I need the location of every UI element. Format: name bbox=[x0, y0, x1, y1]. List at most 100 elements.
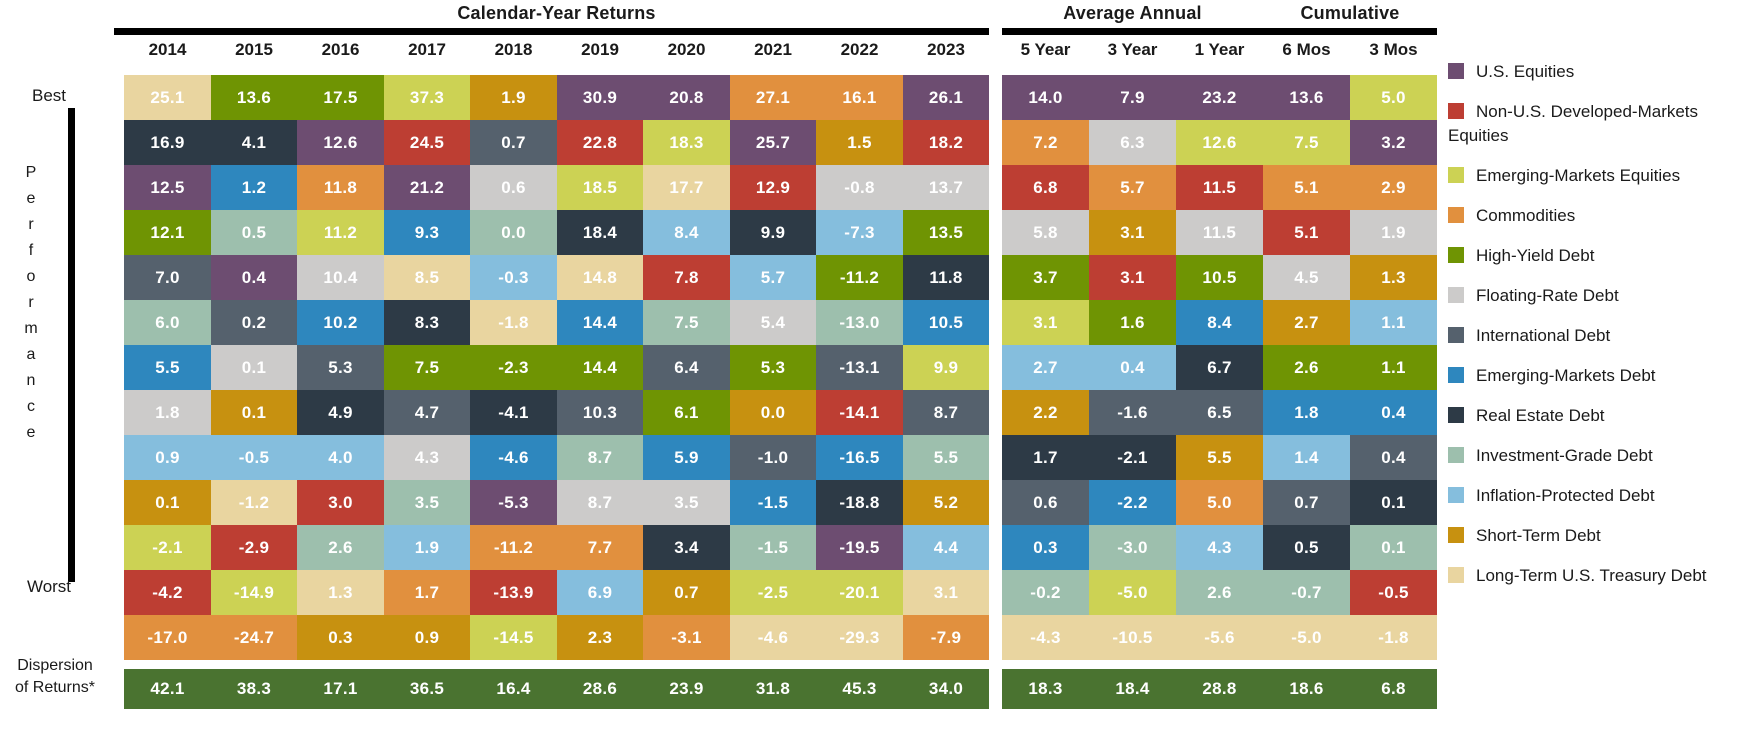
legend-item-commodities: Commodities bbox=[1448, 204, 1760, 228]
legend-swatch-em-equities bbox=[1448, 167, 1464, 183]
return-cell-2019-lt_treasury: 14.8 bbox=[557, 255, 643, 300]
return-cell-2019-inflation_protected: 6.9 bbox=[557, 570, 643, 615]
return-cell-2017-high_yield: 7.5 bbox=[384, 345, 470, 390]
return-cell-2014-floating_rate: 1.8 bbox=[124, 390, 211, 435]
return-cell-2016-non_us_equities: 3.0 bbox=[297, 480, 384, 525]
legend-label: Long-Term U.S. Treasury Debt bbox=[1476, 566, 1707, 585]
return-cell-5-year-em_equities: 3.1 bbox=[1002, 300, 1089, 345]
return-cell-2021-real_estate: 9.9 bbox=[730, 210, 816, 255]
return-cell-3-mos-high_yield: 1.1 bbox=[1350, 345, 1437, 390]
return-cell-3-year-floating_rate: 6.3 bbox=[1089, 120, 1176, 165]
return-cell-2016-investment_grade: 2.6 bbox=[297, 525, 384, 570]
column-header-2023: 2023 bbox=[927, 40, 965, 59]
return-cell-3-year-inflation_protected: 0.4 bbox=[1089, 345, 1176, 390]
return-cell-2015-em_debt: 1.2 bbox=[211, 165, 297, 210]
cumulative-title: Cumulative bbox=[1300, 3, 1400, 23]
return-cell-2016-inflation_protected: 4.0 bbox=[297, 435, 384, 480]
return-cell-6-mos-floating_rate: 4.5 bbox=[1263, 255, 1350, 300]
return-cell-5-year-lt_treasury: -4.3 bbox=[1002, 615, 1089, 660]
legend-label: Non-U.S. Developed-Markets Equities bbox=[1448, 102, 1699, 145]
average-annual-title: Average Annual bbox=[1063, 3, 1202, 23]
return-cell-3-mos-lt_treasury: -1.8 bbox=[1350, 615, 1437, 660]
return-cell-2017-em_equities: 37.3 bbox=[384, 75, 470, 120]
legend-swatch-non-us-equities bbox=[1448, 103, 1464, 119]
return-cell-2014-international: 7.0 bbox=[124, 255, 211, 300]
dispersion-cell-2021: 31.8 bbox=[730, 669, 816, 709]
return-cell-6-mos-non_us_equities: 5.1 bbox=[1263, 210, 1350, 255]
return-cell-2022-em_debt: -16.5 bbox=[816, 435, 903, 480]
column-header-6-mos: 6 Mos bbox=[1282, 40, 1331, 59]
worst-label: Worst bbox=[26, 577, 72, 596]
dispersion-label-line1: Dispersion bbox=[17, 657, 93, 674]
return-cell-2016-em_debt: 10.2 bbox=[297, 300, 384, 345]
return-cell-2023-em_equities: 9.9 bbox=[903, 345, 989, 390]
calendar-underline bbox=[114, 28, 989, 35]
return-cell-2018-commodities: -11.2 bbox=[470, 525, 557, 570]
dispersion-cell-3-mos: 6.8 bbox=[1350, 669, 1437, 709]
legend-swatch-international bbox=[1448, 327, 1464, 343]
return-cell-2017-real_estate: 8.3 bbox=[384, 300, 470, 345]
return-cell-2020-international: 6.4 bbox=[643, 345, 730, 390]
return-cell-2022-us_equities: -19.5 bbox=[816, 525, 903, 570]
legend-item-investment-grade: Investment-Grade Debt bbox=[1448, 444, 1760, 468]
legend: U.S. Equities Non-U.S. Developed-Markets … bbox=[1448, 60, 1760, 604]
return-cell-2020-commodities: -3.1 bbox=[643, 615, 730, 660]
return-cell-2020-lt_treasury: 17.7 bbox=[643, 165, 730, 210]
legend-item-us-equities: U.S. Equities bbox=[1448, 60, 1760, 84]
return-cell-2018-floating_rate: 0.6 bbox=[470, 165, 557, 210]
return-cell-3-mos-inflation_protected: 1.1 bbox=[1350, 300, 1437, 345]
return-cell-2022-floating_rate: -0.8 bbox=[816, 165, 903, 210]
legend-label: High-Yield Debt bbox=[1476, 246, 1595, 265]
return-cell-1-year-international: 6.5 bbox=[1176, 390, 1263, 435]
return-cell-2023-lt_treasury: 3.1 bbox=[903, 570, 989, 615]
return-cell-3-mos-real_estate: 0.1 bbox=[1350, 480, 1437, 525]
column-header-2014: 2014 bbox=[148, 40, 187, 59]
return-cell-2023-us_equities: 26.1 bbox=[903, 75, 989, 120]
column-header-3-mos: 3 Mos bbox=[1369, 40, 1418, 59]
return-cell-5-year-real_estate: 1.7 bbox=[1002, 435, 1089, 480]
return-cell-2021-non_us_equities: 12.9 bbox=[730, 165, 816, 210]
return-cell-6-mos-em_debt: 1.8 bbox=[1263, 390, 1350, 435]
legend-item-inflation-protected: Inflation-Protected Debt bbox=[1448, 484, 1760, 508]
return-cell-2015-floating_rate: 0.1 bbox=[211, 345, 297, 390]
legend-item-em-debt: Emerging-Markets Debt bbox=[1448, 364, 1760, 388]
legend-label: International Debt bbox=[1476, 326, 1611, 345]
return-cell-2017-investment_grade: 3.5 bbox=[384, 480, 470, 525]
performance-axis-bar bbox=[68, 108, 75, 582]
return-cell-2019-em_equities: 18.5 bbox=[557, 165, 643, 210]
return-cell-2014-real_estate: 16.9 bbox=[124, 120, 211, 165]
return-cell-2018-em_equities: -14.5 bbox=[470, 615, 557, 660]
legend-item-international: International Debt bbox=[1448, 324, 1760, 348]
return-cell-1-year-inflation_protected: 4.3 bbox=[1176, 525, 1263, 570]
return-cell-2021-inflation_protected: 5.7 bbox=[730, 255, 816, 300]
return-cell-2023-floating_rate: 13.7 bbox=[903, 165, 989, 210]
return-cell-2023-international: 8.7 bbox=[903, 390, 989, 435]
return-cell-3-year-high_yield: 1.6 bbox=[1089, 300, 1176, 345]
legend-label: Emerging-Markets Debt bbox=[1476, 366, 1656, 385]
return-cell-2022-inflation_protected: -7.3 bbox=[816, 210, 903, 255]
return-cell-2019-short_term: 2.3 bbox=[557, 615, 643, 660]
return-cell-2018-short_term: 1.9 bbox=[470, 75, 557, 120]
return-cell-2017-international: 4.7 bbox=[384, 390, 470, 435]
column-header-2021: 2021 bbox=[754, 40, 792, 59]
return-cell-6-mos-short_term: 2.7 bbox=[1263, 300, 1350, 345]
return-cell-2020-em_debt: 5.9 bbox=[643, 435, 730, 480]
return-cell-2020-floating_rate: 3.5 bbox=[643, 480, 730, 525]
return-cell-2015-inflation_protected: -0.5 bbox=[211, 435, 297, 480]
return-cell-3-mos-non_us_equities: -0.5 bbox=[1350, 570, 1437, 615]
return-cell-2017-us_equities: 21.2 bbox=[384, 165, 470, 210]
return-cell-1-year-non_us_equities: 11.5 bbox=[1176, 165, 1263, 210]
return-cell-2014-inflation_protected: 0.9 bbox=[124, 435, 211, 480]
column-header-3-year: 3 Year bbox=[1107, 40, 1158, 59]
return-cell-2016-short_term: 0.3 bbox=[297, 615, 384, 660]
return-cell-5-year-investment_grade: -0.2 bbox=[1002, 570, 1089, 615]
return-cell-3-year-investment_grade: -3.0 bbox=[1089, 525, 1176, 570]
legend-swatch-short-term bbox=[1448, 527, 1464, 543]
return-cell-2022-em_equities: -20.1 bbox=[816, 570, 903, 615]
return-cell-2018-international: 0.7 bbox=[470, 120, 557, 165]
dispersion-cell-3-year: 18.4 bbox=[1089, 669, 1176, 709]
legend-item-em-equities: Emerging-Markets Equities bbox=[1448, 164, 1760, 188]
return-cell-3-year-short_term: 3.1 bbox=[1089, 210, 1176, 255]
legend-swatch-us-equities bbox=[1448, 63, 1464, 79]
return-cell-2021-em_equities: -2.5 bbox=[730, 570, 816, 615]
